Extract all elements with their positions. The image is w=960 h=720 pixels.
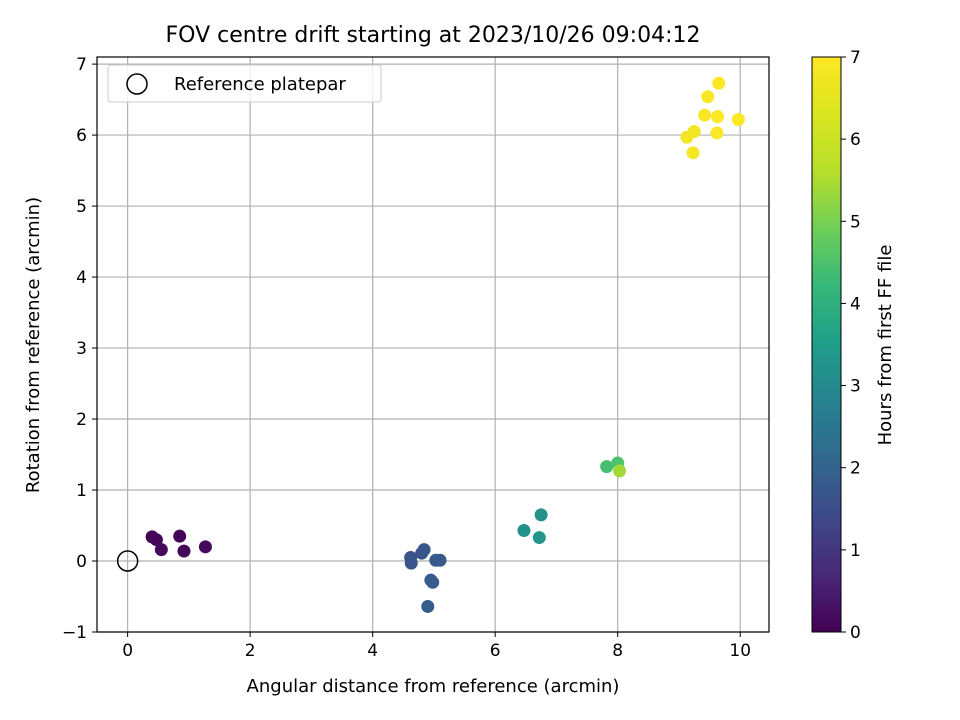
scatter-point	[701, 90, 715, 104]
grid-lines	[97, 57, 769, 633]
y-tick-label: 4	[76, 268, 87, 288]
colorbar-ticks: 0 1 2 3 4 5 6 7	[841, 48, 861, 643]
scatter-point	[686, 146, 700, 160]
scatter-point	[149, 533, 163, 547]
data-points	[145, 76, 745, 613]
legend-reference-marker	[126, 73, 148, 95]
colorbar-tick-label: 3	[850, 377, 861, 397]
colorbar-tick-label: 5	[850, 212, 861, 232]
colorbar-tick-label: 2	[850, 459, 861, 479]
scatter-point	[198, 540, 212, 554]
chart-title: FOV centre drift starting at 2023/10/26 …	[166, 23, 701, 48]
x-axis-label: Angular distance from reference (arcmin)	[247, 676, 620, 697]
legend-label: Reference platepar	[174, 74, 346, 95]
colorbar-tick-label: 7	[850, 48, 861, 68]
scatter-point	[532, 531, 546, 545]
scatter-point	[417, 543, 431, 557]
scatter-point	[404, 556, 418, 570]
y-axis-ticks: −1 0 1 2 3 4 5 6 7	[62, 55, 97, 643]
colorbar-tick-label: 6	[850, 130, 861, 150]
y-tick-label: −1	[62, 623, 87, 643]
y-tick-label: 6	[76, 126, 87, 146]
colorbar: 0 1 2 3 4 5 6 7 Hours from first FF file	[811, 48, 896, 643]
legend: Reference platepar	[107, 64, 382, 103]
scatter-point	[613, 464, 627, 478]
x-tick-label: 8	[612, 641, 623, 661]
scatter-point	[600, 460, 614, 474]
scatter-point	[711, 110, 725, 124]
scatter-point	[712, 76, 726, 90]
legend-box	[107, 64, 382, 103]
x-tick-label: 4	[367, 641, 378, 661]
y-tick-label: 5	[76, 197, 87, 217]
scatter-point	[154, 543, 168, 557]
y-tick-label: 3	[76, 339, 87, 359]
y-tick-label: 1	[76, 481, 87, 501]
scatter-point	[534, 508, 548, 522]
y-tick-label: 7	[76, 55, 87, 75]
scatter-point	[426, 575, 440, 589]
plot-frame	[96, 56, 770, 633]
y-tick-label: 0	[76, 552, 87, 572]
x-tick-label: 6	[490, 641, 501, 661]
colorbar-tick-label: 4	[850, 294, 861, 314]
scatter-point	[173, 529, 187, 543]
scatter-point	[731, 112, 745, 126]
colorbar-label: Hours from first FF file	[875, 245, 896, 446]
x-axis-ticks: 0 2 4 6 8 10	[122, 632, 751, 661]
scatter-point	[710, 126, 724, 140]
colorbar-tick-label: 1	[850, 541, 861, 561]
colorbar-gradient	[811, 56, 842, 633]
reference-layer	[116, 550, 139, 572]
x-tick-label: 2	[245, 641, 256, 661]
reference-marker	[116, 550, 139, 572]
scatter-point	[177, 544, 191, 558]
scatter-point	[698, 108, 712, 122]
x-tick-label: 0	[122, 641, 133, 661]
x-tick-label: 10	[729, 641, 751, 661]
y-axis-label: Rotation from reference (arcmin)	[23, 197, 44, 493]
colorbar-tick-label: 0	[850, 623, 861, 643]
scatter-point	[517, 523, 531, 537]
scatter-point	[421, 599, 435, 613]
y-tick-label: 2	[76, 410, 87, 430]
scatter-point	[433, 553, 447, 567]
scatter-point	[687, 125, 701, 139]
